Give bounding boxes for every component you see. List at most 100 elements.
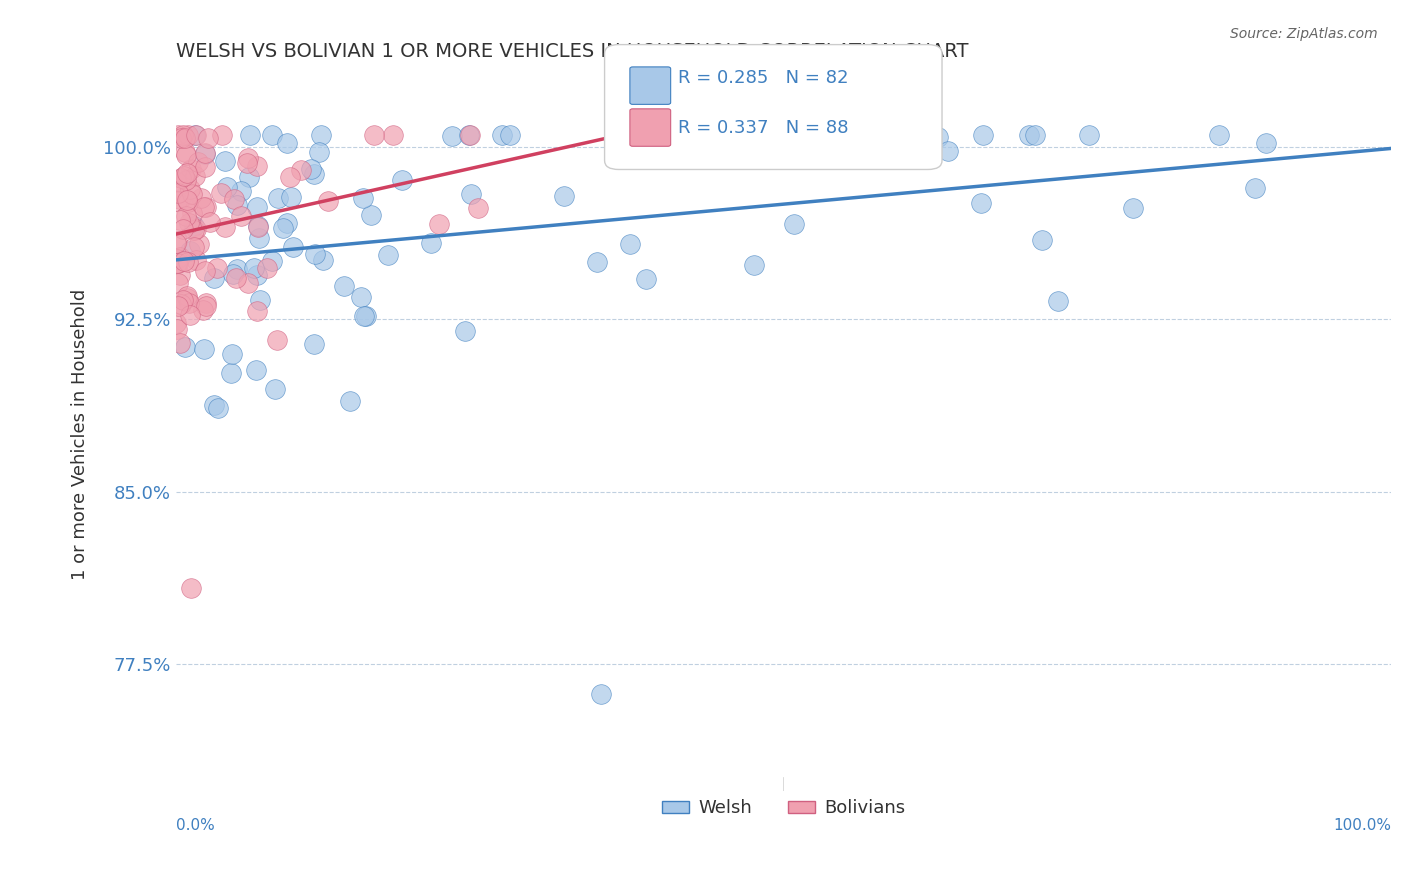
Bolivians: [195, 299, 218, 313]
Bolivians: [166, 194, 188, 209]
Bolivians: [167, 276, 190, 290]
Bolivians: [193, 201, 215, 215]
Bolivians: [184, 253, 207, 268]
Welsh: [420, 235, 443, 250]
Welsh: [360, 208, 382, 222]
Bolivians: [167, 128, 190, 142]
Bolivians: [166, 186, 188, 200]
Bolivians: [184, 222, 207, 236]
Bolivians: [165, 236, 187, 251]
Bolivians: [235, 156, 257, 170]
Bolivians: [427, 217, 450, 231]
Welsh: [207, 401, 229, 416]
Welsh: [896, 139, 918, 153]
Bolivians: [236, 151, 259, 165]
Welsh: [247, 219, 270, 234]
Bolivians: [318, 194, 340, 208]
Bolivians: [176, 193, 198, 207]
Welsh: [226, 261, 249, 276]
Bolivians: [180, 582, 202, 596]
Welsh: [1122, 201, 1144, 215]
Welsh: [246, 200, 269, 214]
Bolivians: [170, 131, 193, 145]
Bolivians: [278, 169, 301, 184]
Bolivians: [180, 206, 202, 220]
Bolivians: [363, 128, 385, 142]
Welsh: [936, 144, 959, 158]
Bolivians: [382, 128, 405, 142]
Bolivians: [214, 219, 236, 234]
Bolivians: [188, 236, 211, 251]
Welsh: [202, 271, 225, 285]
Bolivians: [173, 131, 195, 145]
Welsh: [311, 128, 333, 142]
Bolivians: [180, 161, 202, 176]
Welsh: [262, 254, 284, 268]
Bolivians: [173, 145, 195, 159]
Bolivians: [183, 239, 205, 253]
Welsh: [491, 128, 513, 142]
Welsh: [1031, 233, 1053, 247]
Welsh: [352, 191, 374, 205]
Welsh: [276, 136, 298, 150]
Bolivians: [266, 333, 288, 347]
Legend: Welsh, Bolivians: Welsh, Bolivians: [655, 792, 912, 824]
Welsh: [214, 153, 236, 168]
Welsh: [619, 237, 641, 252]
Bolivians: [174, 147, 197, 161]
Welsh: [972, 128, 994, 142]
Bolivians: [166, 175, 188, 189]
Welsh: [260, 128, 283, 142]
Welsh: [441, 128, 464, 143]
Welsh: [1208, 128, 1230, 142]
Welsh: [585, 254, 607, 268]
Bolivians: [169, 250, 191, 264]
Bolivians: [176, 289, 198, 303]
Welsh: [377, 247, 399, 261]
Welsh: [1243, 181, 1265, 195]
Bolivians: [173, 169, 195, 183]
Text: 100.0%: 100.0%: [1333, 819, 1391, 833]
Welsh: [391, 172, 413, 186]
Welsh: [1254, 136, 1277, 151]
Welsh: [1077, 128, 1099, 142]
Welsh: [302, 337, 325, 351]
Welsh: [238, 169, 260, 184]
Bolivians: [211, 128, 233, 142]
Bolivians: [194, 146, 217, 161]
Welsh: [245, 363, 267, 377]
Bolivians: [169, 213, 191, 227]
Welsh: [553, 188, 575, 202]
Bolivians: [166, 322, 188, 336]
Welsh: [333, 279, 356, 293]
Bolivians: [172, 293, 194, 307]
Bolivians: [174, 173, 197, 187]
Bolivians: [165, 316, 187, 330]
Welsh: [460, 186, 482, 201]
Welsh: [458, 128, 481, 142]
Bolivians: [194, 264, 217, 278]
Bolivians: [467, 202, 489, 216]
Bolivians: [166, 298, 188, 312]
Welsh: [219, 366, 242, 380]
Bolivians: [183, 222, 205, 236]
Welsh: [246, 268, 269, 283]
Text: 0.0%: 0.0%: [176, 819, 215, 833]
Bolivians: [177, 296, 200, 310]
Bolivians: [198, 214, 221, 228]
Bolivians: [166, 256, 188, 270]
Welsh: [247, 231, 270, 245]
Welsh: [454, 324, 477, 338]
Bolivians: [191, 302, 214, 317]
Welsh: [226, 198, 249, 212]
Bolivians: [170, 171, 193, 186]
Welsh: [222, 267, 245, 281]
Bolivians: [166, 234, 188, 248]
Bolivians: [166, 252, 188, 267]
Bolivians: [169, 268, 191, 283]
Welsh: [243, 260, 266, 275]
Bolivians: [209, 186, 232, 201]
Bolivians: [195, 296, 218, 310]
Bolivians: [166, 256, 188, 270]
Welsh: [304, 246, 326, 260]
